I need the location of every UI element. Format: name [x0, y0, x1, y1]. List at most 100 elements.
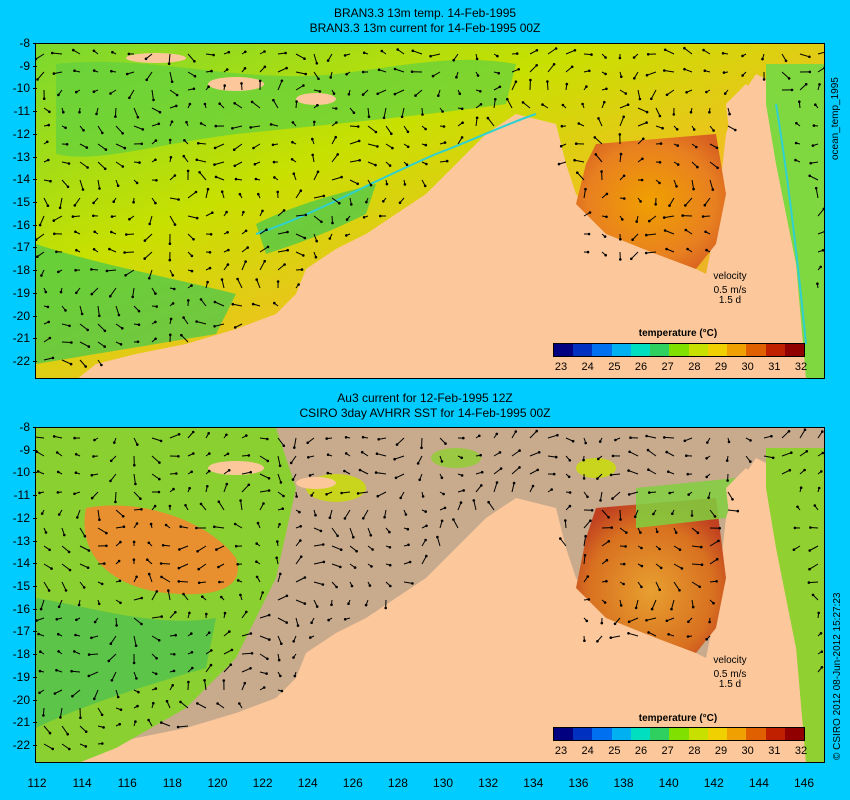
current-arrow — [684, 197, 693, 206]
current-arrow-head — [335, 585, 338, 589]
current-arrow — [197, 702, 207, 709]
current-arrow-head — [393, 457, 396, 461]
current-arrow-head — [668, 491, 671, 495]
current-arrow — [115, 305, 120, 316]
current-arrow — [457, 502, 462, 511]
current-arrow-head — [293, 674, 297, 678]
current-arrow-head — [90, 268, 93, 271]
current-arrow-head — [160, 575, 163, 579]
current-arrow — [809, 563, 819, 570]
current-arrow-head — [559, 537, 562, 540]
current-arrow-head — [157, 122, 161, 126]
current-arrow-head — [307, 456, 310, 459]
current-arrow-head — [291, 140, 294, 144]
current-arrow-head — [811, 144, 815, 147]
current-arrow-head — [247, 454, 251, 457]
bottom-colorbar-tick: 32 — [794, 745, 808, 757]
current-arrow-head — [376, 92, 380, 96]
current-arrow-head — [217, 500, 221, 503]
current-arrow-head — [275, 556, 278, 560]
current-arrow-head — [66, 185, 70, 189]
current-arrow — [452, 519, 459, 529]
current-arrow — [234, 523, 243, 529]
current-arrow — [169, 71, 173, 82]
current-arrow — [217, 703, 225, 709]
current-arrow-head — [70, 669, 73, 673]
current-arrow — [61, 743, 70, 750]
lon-tick-label: 132 — [478, 776, 499, 790]
current-arrow — [817, 67, 824, 73]
current-arrow-head — [44, 290, 48, 294]
current-arrow — [349, 125, 359, 128]
current-arrow-head — [685, 91, 688, 94]
current-arrow-head — [152, 701, 155, 705]
current-arrow-head — [808, 549, 811, 552]
current-arrow-head — [648, 491, 651, 494]
current-arrow — [149, 215, 153, 225]
current-arrow-head — [263, 65, 267, 69]
current-arrow — [115, 526, 124, 529]
current-arrow-head — [658, 161, 662, 164]
current-arrow-head — [226, 452, 230, 456]
current-arrow-head — [122, 525, 126, 528]
current-arrow — [241, 484, 250, 493]
current-arrow — [221, 279, 225, 289]
top-side-label: ocean_temp_1995 — [830, 77, 841, 160]
current-arrow-head — [374, 471, 378, 474]
current-arrow-head — [565, 82, 569, 86]
current-arrow-head — [573, 158, 576, 162]
current-arrow-head — [705, 457, 708, 460]
current-arrow-head — [70, 341, 73, 344]
bottom-lat-tick-label: -17 — [12, 624, 30, 639]
current-arrow — [259, 653, 268, 660]
current-arrow-head — [256, 521, 260, 525]
current-arrow-head — [206, 485, 209, 488]
current-arrow — [54, 435, 63, 439]
current-arrow — [576, 172, 585, 181]
current-arrow — [259, 490, 270, 493]
current-arrow-head — [396, 48, 400, 51]
current-arrow-head — [56, 491, 60, 494]
current-arrow — [277, 473, 282, 483]
current-arrow-head — [671, 512, 674, 515]
current-arrow — [179, 545, 189, 550]
current-arrow-head — [640, 546, 643, 550]
current-arrow-head — [121, 327, 124, 330]
current-arrow-head — [431, 74, 435, 78]
current-arrow — [799, 450, 808, 457]
current-arrow-head — [67, 550, 71, 554]
current-arrow — [487, 117, 495, 127]
current-arrow — [72, 689, 81, 697]
current-arrow — [115, 509, 124, 517]
current-arrow-head — [345, 234, 348, 237]
bottom-lat-tick-label: -19 — [12, 669, 30, 684]
current-arrow-head — [199, 298, 203, 301]
current-arrow-head — [429, 54, 432, 58]
current-arrow-head — [570, 65, 574, 69]
current-arrow — [133, 125, 143, 130]
current-arrow — [436, 536, 441, 547]
current-arrow-head — [249, 667, 252, 670]
current-arrow-head — [36, 450, 38, 453]
current-arrow-head — [138, 161, 141, 164]
current-arrow-head — [345, 218, 349, 221]
current-arrow-head — [336, 153, 340, 156]
current-arrow-head — [267, 489, 271, 492]
current-arrow-head — [172, 487, 175, 491]
top-colorbar-tick: 31 — [768, 361, 781, 373]
current-arrow-head — [347, 602, 350, 605]
current-arrow-head — [84, 730, 88, 733]
current-arrow-head — [788, 468, 792, 472]
bottom-velocity-scale: 0.5 m/s — [713, 669, 747, 680]
current-arrow-head — [134, 720, 137, 723]
current-arrow-head — [74, 633, 77, 637]
current-arrow-head — [36, 470, 40, 473]
current-arrow-head — [140, 508, 143, 511]
current-arrow-head — [210, 69, 213, 73]
current-arrow — [673, 563, 683, 569]
current-arrow-head — [279, 674, 282, 678]
bottom-colorbar-tick: 23 — [554, 745, 568, 757]
current-arrow-head — [665, 619, 669, 623]
current-arrow-head — [388, 530, 391, 534]
current-arrow — [114, 107, 117, 117]
